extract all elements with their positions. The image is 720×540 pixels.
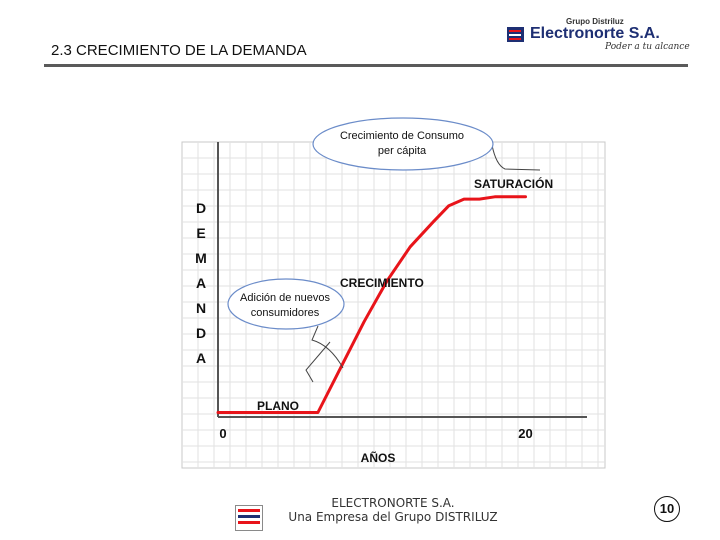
y-axis-label-letter: N	[196, 300, 206, 316]
y-axis-label-letter: D	[196, 200, 206, 216]
page-title: 2.3 CRECIMIENTO DE LA DEMANDA	[51, 42, 307, 59]
y-axis-label: DEMANDA	[195, 200, 207, 366]
footer-company-block: ELECTRONORTE S.A. Una Empresa del Grupo …	[0, 496, 720, 524]
callout-upper-line-2: per cápita	[378, 145, 427, 157]
y-axis-label-letter: M	[195, 250, 207, 266]
chart-labels: PLANO CRECIMIENTO SATURACIÓN	[257, 176, 553, 413]
demand-curve	[216, 195, 527, 414]
footer-tagline: Una Empresa del Grupo DISTRILUZ	[288, 510, 498, 524]
distriluz-logo-icon	[235, 505, 263, 531]
callout-lower-bubble	[227, 278, 345, 330]
x-tick-label: 20	[518, 426, 532, 441]
label-crecimiento: CRECIMIENTO	[340, 276, 424, 290]
x-axis-label: AÑOS	[361, 450, 396, 465]
label-plano: PLANO	[257, 399, 299, 413]
y-axis-label-letter: A	[196, 275, 206, 291]
chart-axes: 0 20 AÑOS	[217, 142, 587, 465]
y-axis-label-letter: E	[196, 225, 205, 241]
title-divider	[44, 64, 688, 67]
footer-company-name: ELECTRONORTE S.A.	[331, 496, 455, 510]
logo-slogan: Poder a tu alcance	[605, 42, 690, 52]
callout-upper-pointer	[491, 144, 541, 171]
y-axis-label-letter: D	[196, 325, 206, 341]
x-tick-label: 0	[219, 426, 226, 441]
electronorte-logo-icon	[507, 27, 524, 42]
chart-series	[216, 195, 527, 414]
y-axis-label-letter: A	[196, 350, 206, 366]
logo-company-name: Electronorte S.A.	[530, 25, 660, 42]
callout-upper-line-1: Crecimiento de Consumo	[340, 130, 464, 142]
callout-lower-line-2: consumidores	[251, 307, 320, 319]
page-number-badge: 10	[654, 496, 680, 522]
callout-lower-line-1: Adición de nuevos	[240, 292, 330, 304]
label-saturacion: SATURACIÓN	[474, 176, 553, 191]
callout-upper-bubble	[312, 117, 494, 171]
callout-lower-pointer	[305, 325, 344, 383]
chart-callouts: Crecimiento de Consumo per cápita Adición …	[227, 117, 541, 383]
logo-group-text: Grupo Distriluz	[566, 17, 624, 26]
